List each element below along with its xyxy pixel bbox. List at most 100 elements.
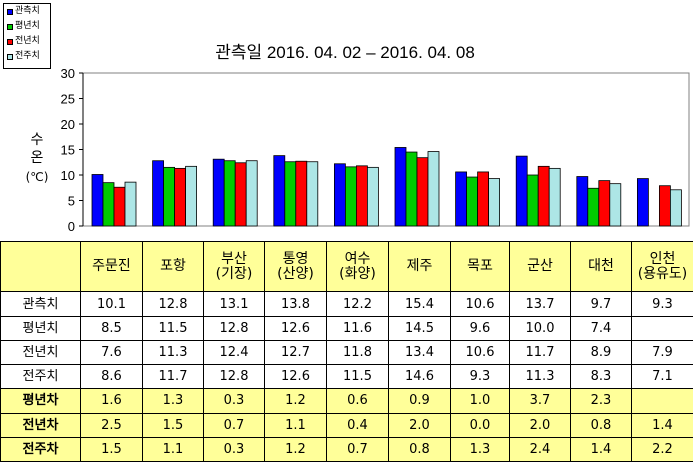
table-cell: 1.6 bbox=[80, 388, 143, 414]
table-row-label: 전년차 bbox=[0, 412, 81, 438]
bar bbox=[124, 181, 137, 227]
y-axis-label: 수온 (℃) bbox=[26, 132, 49, 184]
bar bbox=[163, 166, 176, 227]
bar bbox=[576, 176, 589, 227]
table-header-row: 주문진 포항 부산 (기장) 통영 (산양) 여수 (화양) 제주 목포 군산 대천 인천 (용유도) bbox=[0, 240, 693, 293]
table-column-header: 대천 bbox=[570, 240, 632, 293]
table-row-label: 전주치 bbox=[0, 364, 81, 390]
chart-title: 관측일 2016. 04. 02 – 2016. 04. 08 bbox=[215, 43, 475, 62]
table-cell: 8.3 bbox=[570, 364, 632, 390]
table-cell: 15.4 bbox=[388, 291, 451, 317]
table-row-label: 평년치 bbox=[0, 315, 81, 341]
table-row: 전주차 1.5 1.1 0.3 1.2 0.7 0.8 1.3 2.4 1.4 2.2 bbox=[0, 436, 693, 463]
table-cell: 7.6 bbox=[80, 339, 143, 366]
table-cell: 1.0 bbox=[450, 388, 510, 414]
bar bbox=[637, 178, 649, 227]
data-table: 주문진 포항 부산 (기장) 통영 (산양) 여수 (화양) 제주 목포 군산 대천 인천 (용유도) 관측… bbox=[0, 240, 693, 463]
table-row: 관측치 10.1 12.8 13.1 13.8 12.2 15.4 10.6 13.7 9.7 9.… bbox=[0, 291, 693, 317]
legend-item: 관측치 bbox=[4, 4, 50, 19]
table-cell bbox=[631, 388, 693, 414]
table-column-header: 통영 (산양) bbox=[264, 240, 327, 293]
bar bbox=[185, 165, 198, 227]
table-cell: 0.7 bbox=[326, 436, 389, 463]
bar bbox=[548, 167, 561, 227]
table-cell: 13.1 bbox=[203, 291, 265, 317]
table-cell: 3.7 bbox=[509, 388, 571, 414]
bar bbox=[234, 162, 247, 227]
table-cell: 1.1 bbox=[264, 412, 327, 438]
bar bbox=[174, 167, 187, 227]
bar bbox=[91, 174, 104, 227]
table-cell: 0.8 bbox=[570, 412, 632, 438]
table-cell: 10.6 bbox=[450, 291, 510, 317]
table-cell: 12.8 bbox=[142, 291, 204, 317]
table-cell: 8.5 bbox=[80, 315, 143, 341]
table-cell: 14.6 bbox=[388, 364, 451, 390]
table-cell: 12.7 bbox=[264, 339, 327, 366]
table-cell: 11.7 bbox=[509, 339, 571, 366]
bar bbox=[333, 163, 346, 227]
bar bbox=[455, 171, 468, 227]
table-cell: 2.4 bbox=[509, 436, 571, 463]
table-column-header: 주문진 bbox=[80, 240, 143, 293]
legend-label: 관측치 bbox=[15, 6, 40, 16]
table-cell: 0.8 bbox=[388, 436, 451, 463]
table-cell: 2.5 bbox=[80, 412, 143, 438]
table-cell: 11.5 bbox=[142, 315, 204, 341]
bar bbox=[659, 185, 671, 227]
y-tick-label: 25 bbox=[61, 92, 75, 107]
bar bbox=[152, 160, 165, 227]
table-cell: 13.8 bbox=[264, 291, 327, 317]
y-tick-label: 10 bbox=[61, 168, 75, 183]
table-cell: 13.4 bbox=[388, 339, 451, 366]
table-cell: 7.9 bbox=[631, 339, 693, 366]
table-cell: 9.3 bbox=[450, 364, 510, 390]
table-column-header: 제주 bbox=[388, 240, 451, 293]
table-cell: 10.0 bbox=[509, 315, 571, 341]
legend-swatch bbox=[7, 23, 13, 30]
y-tick-label: 30 bbox=[61, 66, 75, 81]
table-cell: 1.3 bbox=[450, 436, 510, 463]
table-cell: 1.3 bbox=[142, 388, 204, 414]
bar bbox=[245, 160, 258, 227]
table-cell: 11.6 bbox=[326, 315, 389, 341]
table-cell: 12.4 bbox=[203, 339, 265, 366]
legend-swatch bbox=[7, 53, 13, 60]
table-cell: 14.5 bbox=[388, 315, 451, 341]
bar bbox=[537, 165, 550, 227]
bar bbox=[477, 171, 490, 227]
table-cell: 11.5 bbox=[326, 364, 389, 390]
bar bbox=[466, 176, 479, 227]
table-cell: 0.6 bbox=[326, 388, 389, 414]
table-column-header: 군산 bbox=[509, 240, 571, 293]
y-axis-label-part: (℃) bbox=[26, 170, 49, 184]
table-row-label: 전주차 bbox=[0, 436, 81, 463]
table-cell: 0.3 bbox=[203, 388, 265, 414]
table-row-label: 관측치 bbox=[0, 291, 81, 317]
legend-item: 전년치 bbox=[4, 34, 50, 49]
table-cell: 1.2 bbox=[264, 388, 327, 414]
bar bbox=[355, 165, 368, 227]
table-cell: 11.7 bbox=[142, 364, 204, 390]
y-tick-label: 15 bbox=[61, 143, 75, 158]
y-axis-label-part: 온 bbox=[31, 150, 44, 166]
table-cell: 7.1 bbox=[631, 364, 693, 390]
bar bbox=[587, 187, 600, 227]
legend-item: 평년치 bbox=[4, 19, 50, 34]
table-cell: 12.6 bbox=[264, 364, 327, 390]
legend-swatch bbox=[7, 38, 13, 45]
bar bbox=[295, 160, 308, 227]
table-row-label: 전년치 bbox=[0, 339, 81, 366]
table-cell: 10.1 bbox=[80, 291, 143, 317]
table-cell: 0.3 bbox=[203, 436, 265, 463]
table-row: 평년차 1.6 1.3 0.3 1.2 0.6 0.9 1.0 3.7 2.3 bbox=[0, 388, 693, 414]
table-cell bbox=[631, 315, 693, 341]
bar bbox=[306, 161, 319, 227]
bar bbox=[394, 147, 407, 227]
bar bbox=[670, 189, 682, 227]
table-column-header: 부산 (기장) bbox=[203, 240, 265, 293]
table-row: 전년차 2.5 1.5 0.7 1.1 0.4 2.0 0.0 2.0 0.8 1.4 bbox=[0, 412, 693, 438]
table-cell: 12.6 bbox=[264, 315, 327, 341]
bar-chart: 관측일 2016. 04. 02 – 2016. 04. 08 수온 (℃) 0 5… bbox=[26, 43, 690, 234]
table-row: 전년치 7.6 11.3 12.4 12.7 11.8 13.4 10.6 11.7 8.9 7.9 bbox=[0, 339, 693, 366]
